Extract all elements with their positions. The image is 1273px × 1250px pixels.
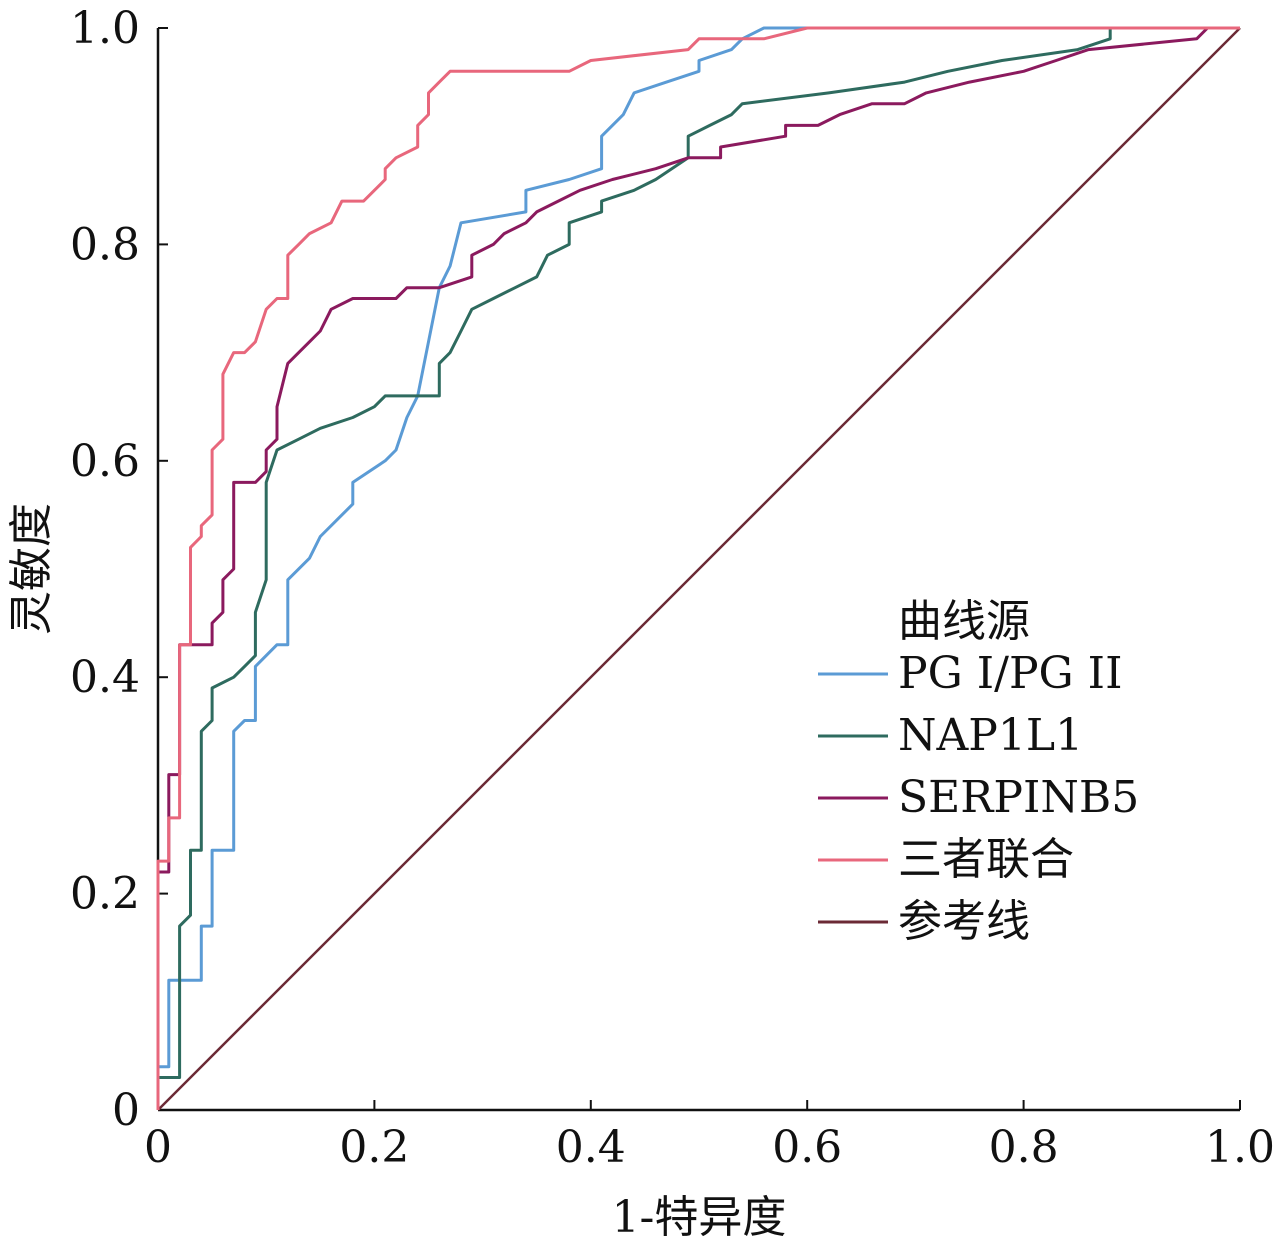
legend-label: PG I/PG II	[898, 648, 1122, 699]
x-tick-label: 1.0	[1205, 1122, 1273, 1173]
y-tick-label: 0.8	[70, 219, 140, 270]
x-axis-title: 1-特异度	[612, 1192, 787, 1243]
x-tick-label: 0.4	[556, 1122, 626, 1173]
series-line-1	[156, 26, 1240, 1110]
series-line-0	[156, 26, 1240, 1110]
legend-label: NAP1L1	[898, 710, 1083, 761]
y-ticks: 0 0.2 0.4 0.6 0.8 1.0	[70, 3, 168, 1136]
y-tick-label: 0.4	[70, 652, 140, 703]
y-tick-label: 0	[112, 1085, 140, 1136]
x-tick-label: 0.6	[772, 1122, 842, 1173]
legend-label: 参考线	[898, 896, 1030, 947]
y-tick-label: 0.2	[70, 869, 140, 920]
x-tick-label: 0	[144, 1122, 172, 1173]
x-ticks: 0 0.2 0.4 0.6 0.8 1.0	[144, 1100, 1273, 1173]
x-tick-label: 0.2	[339, 1122, 409, 1173]
legend-label: 三者联合	[898, 834, 1074, 885]
y-tick-label: 0.6	[70, 436, 140, 487]
y-tick-label: 1.0	[70, 3, 140, 54]
series-layer	[156, 26, 1241, 1111]
series-line-3	[156, 26, 1240, 1110]
legend-title: 曲线源	[898, 596, 1030, 647]
plot-area: 0 0.2 0.4 0.6 0.8 1.0 0 0.2 0.4 0.6 0.8 1.0	[70, 3, 1273, 1173]
x-tick-label: 0.8	[989, 1122, 1059, 1173]
legend-label: SERPINB5	[898, 772, 1139, 823]
y-axis-title: 灵敏度	[6, 503, 57, 635]
series-line-2	[156, 26, 1240, 1110]
series-line-4	[157, 27, 1241, 1111]
